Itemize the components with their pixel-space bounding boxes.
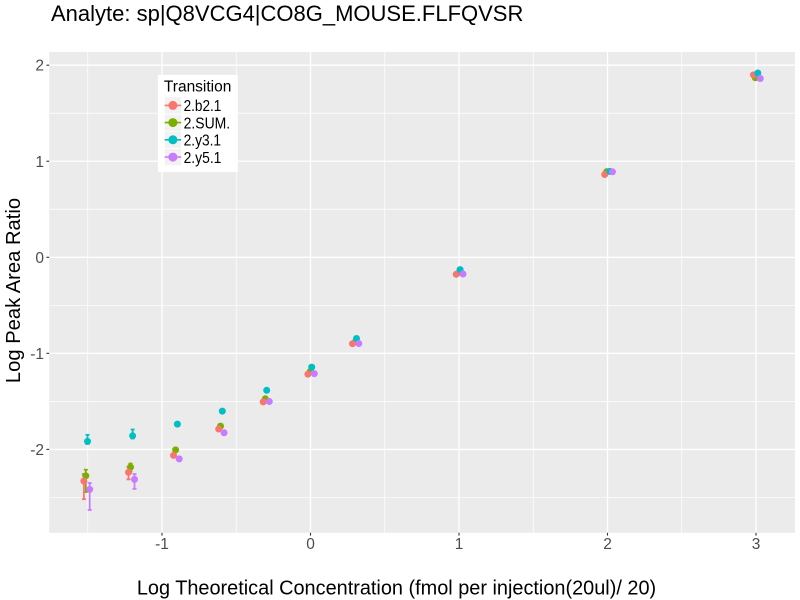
svg-text:2: 2 [35, 58, 44, 75]
svg-text:-1: -1 [155, 536, 169, 553]
svg-text:2.b2.1: 2.b2.1 [184, 98, 222, 115]
svg-text:3: 3 [752, 536, 761, 553]
svg-text:Log Peak Area Ratio: Log Peak Area Ratio [3, 198, 25, 383]
svg-text:1: 1 [35, 154, 44, 171]
svg-text:0: 0 [35, 250, 44, 267]
svg-text:2: 2 [603, 536, 612, 553]
svg-text:Transition: Transition [164, 79, 231, 96]
svg-text:Log Theoretical Concentration: Log Theoretical Concentration (fmol per … [137, 578, 656, 600]
svg-text:-2: -2 [30, 442, 44, 459]
svg-text:Analyte: sp|Q8VCG4|CO8G_MOUSE.: Analyte: sp|Q8VCG4|CO8G_MOUSE.FLFQVSR [51, 1, 523, 26]
svg-text:0: 0 [306, 536, 315, 553]
svg-text:-1: -1 [30, 346, 44, 363]
svg-text:2.SUM.: 2.SUM. [184, 115, 231, 132]
svg-text:2.y3.1: 2.y3.1 [184, 133, 222, 150]
svg-text:1: 1 [455, 536, 464, 553]
svg-text:2.y5.1: 2.y5.1 [184, 150, 222, 167]
